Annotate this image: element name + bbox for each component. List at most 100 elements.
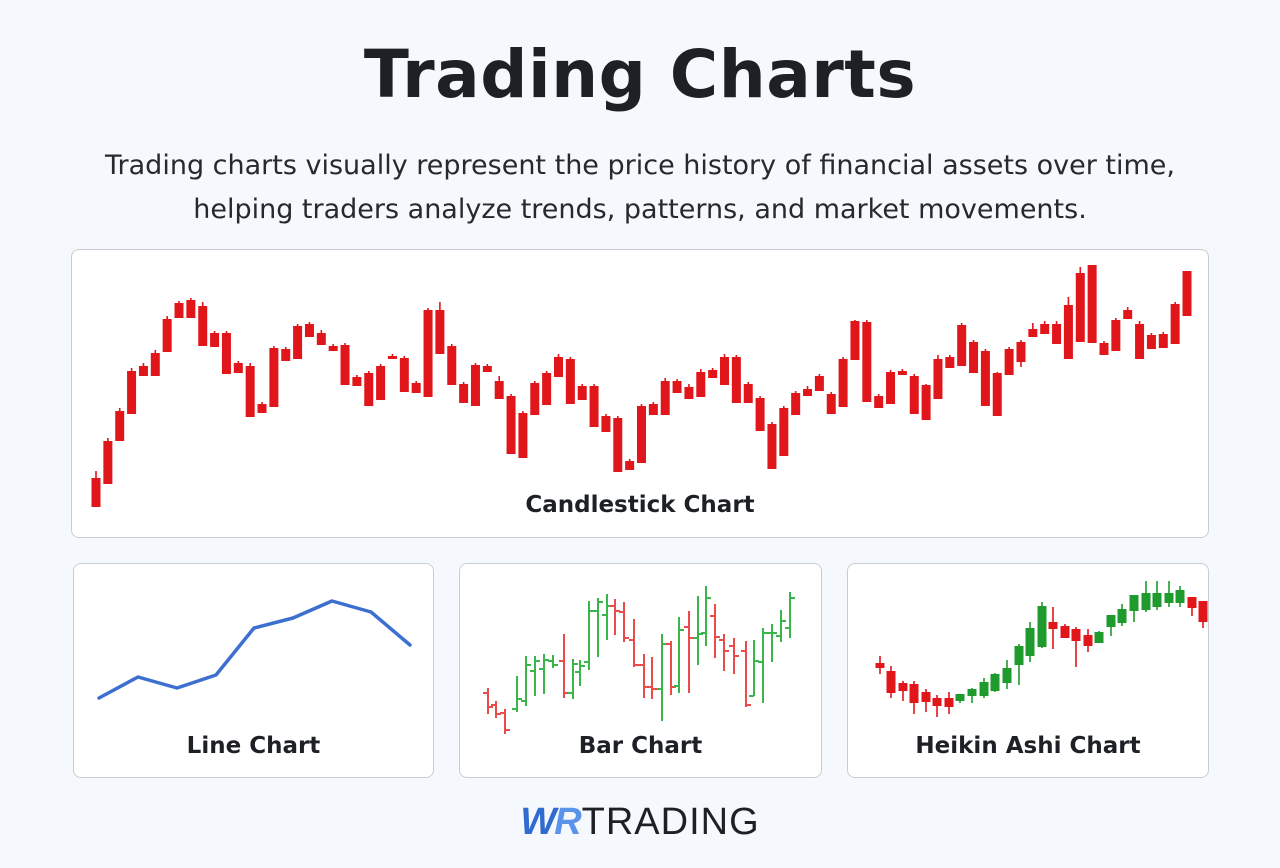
candle-body (862, 322, 872, 402)
heikin-ashi-card: Heikin Ashi Chart (847, 563, 1209, 778)
candle-body (138, 366, 148, 376)
brand-mark-r: R (554, 800, 581, 843)
candle-body (115, 411, 125, 441)
candle-body (969, 342, 979, 373)
candle-body (945, 357, 955, 368)
bar-chart-graphic (483, 586, 795, 734)
candle-body (150, 353, 160, 376)
candle-body (103, 441, 113, 484)
candle-body (210, 333, 220, 347)
ha-body (979, 682, 989, 696)
candle-body (542, 373, 552, 405)
candle-body (316, 333, 326, 345)
candle-body (186, 300, 196, 318)
candle-body (648, 404, 658, 415)
candle-body (1170, 304, 1180, 344)
candle-body (767, 424, 777, 469)
candle-body (601, 416, 611, 432)
ha-body (1187, 597, 1197, 608)
candle-body (909, 376, 919, 414)
ha-body (1014, 646, 1024, 665)
candle-body (482, 366, 492, 372)
candle-body (91, 478, 101, 507)
candle-body (423, 310, 433, 397)
candle-body (743, 384, 753, 403)
candle-body (1135, 324, 1145, 359)
ha-body (1094, 632, 1104, 643)
candlestick-chart-graphic (91, 265, 1192, 507)
candle-body (198, 306, 208, 346)
ha-body (1164, 593, 1174, 603)
ha-body (1002, 668, 1012, 683)
ha-body (875, 663, 885, 668)
candle-body (411, 383, 421, 393)
candle-body (838, 359, 848, 407)
candle-body (850, 321, 860, 360)
line-chart-label: Line Chart (186, 733, 321, 759)
candle-body (957, 325, 967, 366)
candle-body (874, 396, 884, 408)
ha-body (967, 689, 977, 696)
candle-body (1028, 329, 1038, 337)
ha-body (1106, 615, 1116, 627)
candle-body (1146, 335, 1156, 349)
candle-body (435, 310, 445, 354)
ha-body (909, 684, 919, 703)
candle-body (660, 381, 670, 415)
candle-body (293, 326, 303, 359)
ha-body (932, 698, 942, 706)
price-line (97, 599, 412, 700)
candle-body (886, 372, 896, 404)
candle-body (672, 381, 682, 393)
ha-body (921, 692, 931, 702)
candle-body (731, 357, 741, 403)
ha-body (1025, 628, 1035, 656)
candle-body (1075, 273, 1085, 342)
candle-body (281, 349, 291, 361)
candle-body (1182, 271, 1192, 316)
page-subtitle: Trading charts visually represent the pr… (90, 144, 1190, 232)
candle-body (992, 373, 1002, 416)
candle-body (933, 359, 943, 399)
candle-body (1040, 324, 1050, 334)
ha-body (898, 683, 908, 691)
candle-body (684, 387, 694, 399)
candle-body (696, 372, 706, 397)
candle-body (376, 366, 386, 400)
line-chart-graphic (97, 599, 412, 700)
candle-body (921, 385, 931, 420)
ha-body (1048, 622, 1058, 629)
bar-chart-card: Bar Chart (459, 563, 822, 778)
ha-body (1037, 606, 1047, 647)
heikin-ashi-chart-graphic (875, 581, 1208, 717)
ha-body (1117, 609, 1127, 623)
candle-body (470, 365, 480, 406)
ha-body (886, 671, 896, 693)
candle-body (577, 386, 587, 400)
heikin-ashi-chart-label: Heikin Ashi Chart (915, 733, 1141, 759)
ha-body (944, 698, 954, 707)
ha-body (1152, 593, 1162, 607)
candle-body (1158, 334, 1168, 348)
candle-body (494, 381, 504, 399)
candle-body (352, 377, 362, 386)
candle-body (304, 324, 314, 337)
candle-body (387, 356, 397, 359)
candle-body (162, 319, 172, 352)
candle-body (625, 461, 635, 470)
ha-body (955, 694, 965, 701)
candle-body (755, 398, 765, 431)
candle-body (459, 384, 469, 403)
candle-body (1111, 320, 1121, 351)
line-chart-card: Line Chart (73, 563, 434, 778)
candle-body (1016, 342, 1026, 362)
candle-body (1052, 324, 1062, 344)
candle-body (1087, 265, 1097, 343)
candle-body (340, 345, 350, 385)
candle-body (553, 357, 563, 377)
candle-body (127, 371, 137, 414)
candle-body (364, 373, 374, 406)
candle-body (803, 389, 813, 396)
candle-body (257, 404, 267, 413)
ha-body (1129, 595, 1139, 611)
